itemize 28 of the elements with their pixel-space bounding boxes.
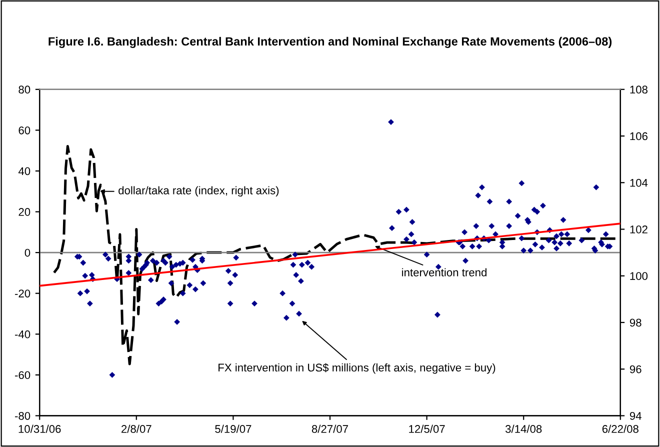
y2-tick-label: 108: [630, 86, 648, 94]
y-tick-label: 0: [24, 248, 30, 257]
y-tick-label: 20: [18, 208, 30, 216]
y2-tick-label: 100: [630, 272, 648, 280]
x-tick-label: 8/27/07: [312, 424, 348, 433]
annotation: intervention trend: [402, 268, 486, 276]
y2-tick-label: 98: [630, 318, 642, 327]
x-tick-label: 3/14/08: [505, 424, 542, 433]
x-tick-label: 10/31/06: [18, 424, 61, 433]
y-tick-label: -20: [15, 290, 30, 298]
x-tick-label: 5/19/07: [215, 424, 252, 433]
y-tick-label: 80: [18, 86, 30, 94]
annotation: dollar/taka rate (index, right axis): [118, 186, 279, 197]
y2-tick-label: 96: [630, 365, 642, 374]
y2-tick-label: 104: [630, 178, 648, 187]
annotation: FX intervention in US$ millions (left axis, negative = buy): [218, 363, 496, 374]
x-tick-label: 6/22/08: [602, 424, 638, 433]
x-tick-label: 12/5/07: [409, 424, 445, 433]
x-tick-label: 2/8/07: [122, 424, 152, 433]
y2-tick-label: 102: [630, 226, 648, 234]
chart-title: Figure I.6. Bangladesh: Central Bank Intervention and Nominal Exchange Rate Movements (2006–08): [48, 36, 612, 48]
y-tick-label: -60: [15, 371, 30, 380]
y-tick-label: 40: [18, 167, 30, 176]
y-tick-label: -40: [15, 330, 30, 338]
y2-tick-label: 106: [630, 132, 648, 140]
y-tick-label: -80: [15, 412, 30, 420]
y-tick-label: 60: [18, 126, 30, 134]
y2-tick-label: 94: [630, 412, 642, 420]
